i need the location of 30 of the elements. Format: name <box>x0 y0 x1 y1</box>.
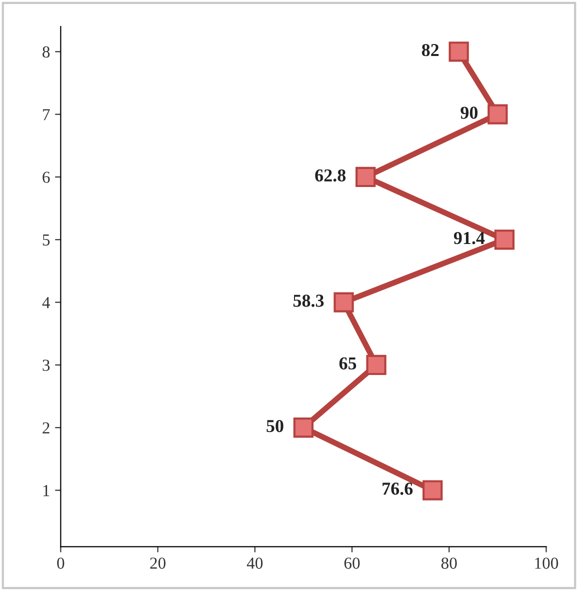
y-tick-label: 2 <box>42 422 50 434</box>
x-tick-label: 80 <box>441 558 457 569</box>
point <box>448 42 469 62</box>
y-tick-label: 1 <box>43 485 50 496</box>
annotation: 91.4 <box>454 232 485 244</box>
point <box>422 480 443 500</box>
y-tick-label: 7 <box>43 109 50 120</box>
annotation: 90 <box>460 106 478 119</box>
x-tick-label: 60 <box>344 558 360 569</box>
x-tick-label: 40 <box>246 558 263 569</box>
y-tick-label: 3 <box>42 360 50 371</box>
y-tick-label: 8 <box>42 46 50 58</box>
annotation: 76.6 <box>382 482 413 495</box>
x-tick-label: 100 <box>535 558 558 569</box>
point <box>356 166 376 188</box>
y-tick-label: 4 <box>42 297 50 308</box>
point <box>488 104 508 124</box>
point <box>494 230 515 250</box>
annotation: 58.3 <box>293 294 324 307</box>
annotation: 65 <box>339 357 356 370</box>
point <box>334 292 354 312</box>
y-tick-label: 6 <box>42 172 50 183</box>
annotation: 62.8 <box>315 169 346 182</box>
annotation: 50 <box>266 420 284 432</box>
x-tick-label: 0 <box>57 558 64 569</box>
point <box>366 354 386 376</box>
x-tick-label: 20 <box>150 558 166 569</box>
y-tick-label: 5 <box>42 234 50 246</box>
point <box>293 418 314 438</box>
annotation: 82 <box>422 44 439 56</box>
